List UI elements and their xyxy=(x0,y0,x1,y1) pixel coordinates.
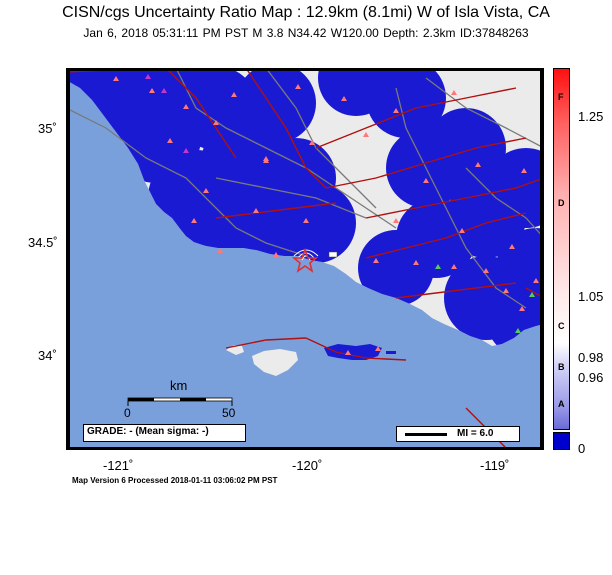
island-santa-cruz xyxy=(324,344,382,360)
lat-tick-34-5: 34.5˚ xyxy=(28,235,58,250)
grade-box: GRADE: - (Mean sigma: -) xyxy=(83,424,246,442)
scale-bar-unit: km xyxy=(170,378,188,393)
mi-legend: MI = 6.0 xyxy=(396,426,520,442)
mi-legend-label: MI = 6.0 xyxy=(457,428,494,439)
shield-marker xyxy=(328,251,338,258)
grade-letter-d: D xyxy=(558,198,565,208)
lon-tick-120: -120˚ xyxy=(292,458,323,473)
lat-tick-35: 35˚ xyxy=(38,121,57,136)
color-scale-bar xyxy=(553,68,570,450)
event-info: Jan 6, 2018 05:31:11 PM PST M 3.8 N34.42… xyxy=(83,26,529,40)
epicenter-star xyxy=(291,247,319,273)
grade-letter-b: B xyxy=(558,362,565,372)
mi-legend-line xyxy=(405,433,447,436)
seismic-stations xyxy=(113,76,539,355)
roads xyxy=(66,68,544,309)
magenta-stations xyxy=(145,74,189,153)
map-title: CISN/cgs Uncertainty Ratio Map : 12.9km … xyxy=(62,4,550,21)
map-version-footer: Map Version 6 Processed 2018-01-11 03:06… xyxy=(72,476,278,485)
lon-tick-119: -119˚ xyxy=(480,458,510,473)
green-stations xyxy=(435,264,535,333)
lon-tick-121: -121˚ xyxy=(103,458,134,473)
scale-bar-min: 0 xyxy=(124,406,131,420)
island-anacapa xyxy=(386,351,396,354)
lat-tick-34: 34˚ xyxy=(38,348,57,363)
grade-letter-f: F xyxy=(558,92,564,102)
scale-bar-max: 50 xyxy=(222,406,236,420)
colorbar-label-0-98: 0.98 xyxy=(578,350,604,365)
colorbar-label-1-05: 1.05 xyxy=(578,289,604,304)
island-santa-rosa xyxy=(252,349,298,376)
grade-letter-a: A xyxy=(558,399,565,409)
colorbar-label-1-25: 1.25 xyxy=(578,109,604,124)
colorbar-label-0: 0 xyxy=(578,441,586,456)
colorbar-label-0-96: 0.96 xyxy=(578,370,604,385)
scale-bar xyxy=(127,397,233,406)
grade-letter-c: C xyxy=(558,321,565,331)
uncertainty-map xyxy=(66,68,544,450)
